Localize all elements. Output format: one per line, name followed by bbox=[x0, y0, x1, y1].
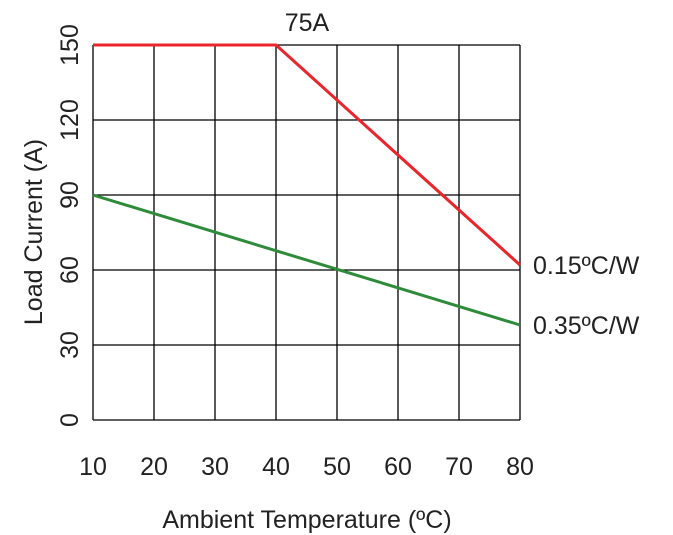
x-tick-label: 50 bbox=[323, 453, 351, 481]
y-tick-label: 0 bbox=[56, 413, 84, 427]
x-axis-label: Ambient Temperature (ºC) bbox=[162, 506, 451, 534]
y-axis-label: Load Current (A) bbox=[20, 139, 48, 325]
series-line-2 bbox=[92, 193, 521, 327]
y-tick-label: 90 bbox=[56, 181, 84, 209]
plot-grid bbox=[92, 44, 521, 421]
series-lines bbox=[92, 43, 522, 327]
x-tick-label: 70 bbox=[445, 453, 473, 481]
x-axis-ticks: 10 20 30 40 50 60 70 80 bbox=[79, 453, 534, 481]
series-labels: 0.15ºC/W 0.35ºC/W bbox=[533, 252, 640, 340]
series-label-2: 0.35ºC/W bbox=[533, 312, 640, 340]
chart-title: 75A bbox=[285, 9, 330, 37]
y-axis-ticks: 0 30 60 90 120 150 bbox=[56, 24, 84, 427]
x-tick-label: 20 bbox=[140, 453, 168, 481]
x-tick-label: 10 bbox=[79, 453, 107, 481]
y-tick-label: 60 bbox=[56, 256, 84, 284]
x-tick-label: 30 bbox=[201, 453, 229, 481]
x-tick-label: 80 bbox=[506, 453, 534, 481]
y-tick-label: 30 bbox=[56, 331, 84, 359]
series-label-1: 0.15ºC/W bbox=[533, 252, 640, 280]
x-tick-label: 60 bbox=[384, 453, 412, 481]
y-tick-label: 150 bbox=[56, 24, 84, 66]
y-tick-label: 120 bbox=[56, 99, 84, 141]
series-line-1 bbox=[93, 43, 522, 267]
x-tick-label: 40 bbox=[262, 453, 290, 481]
